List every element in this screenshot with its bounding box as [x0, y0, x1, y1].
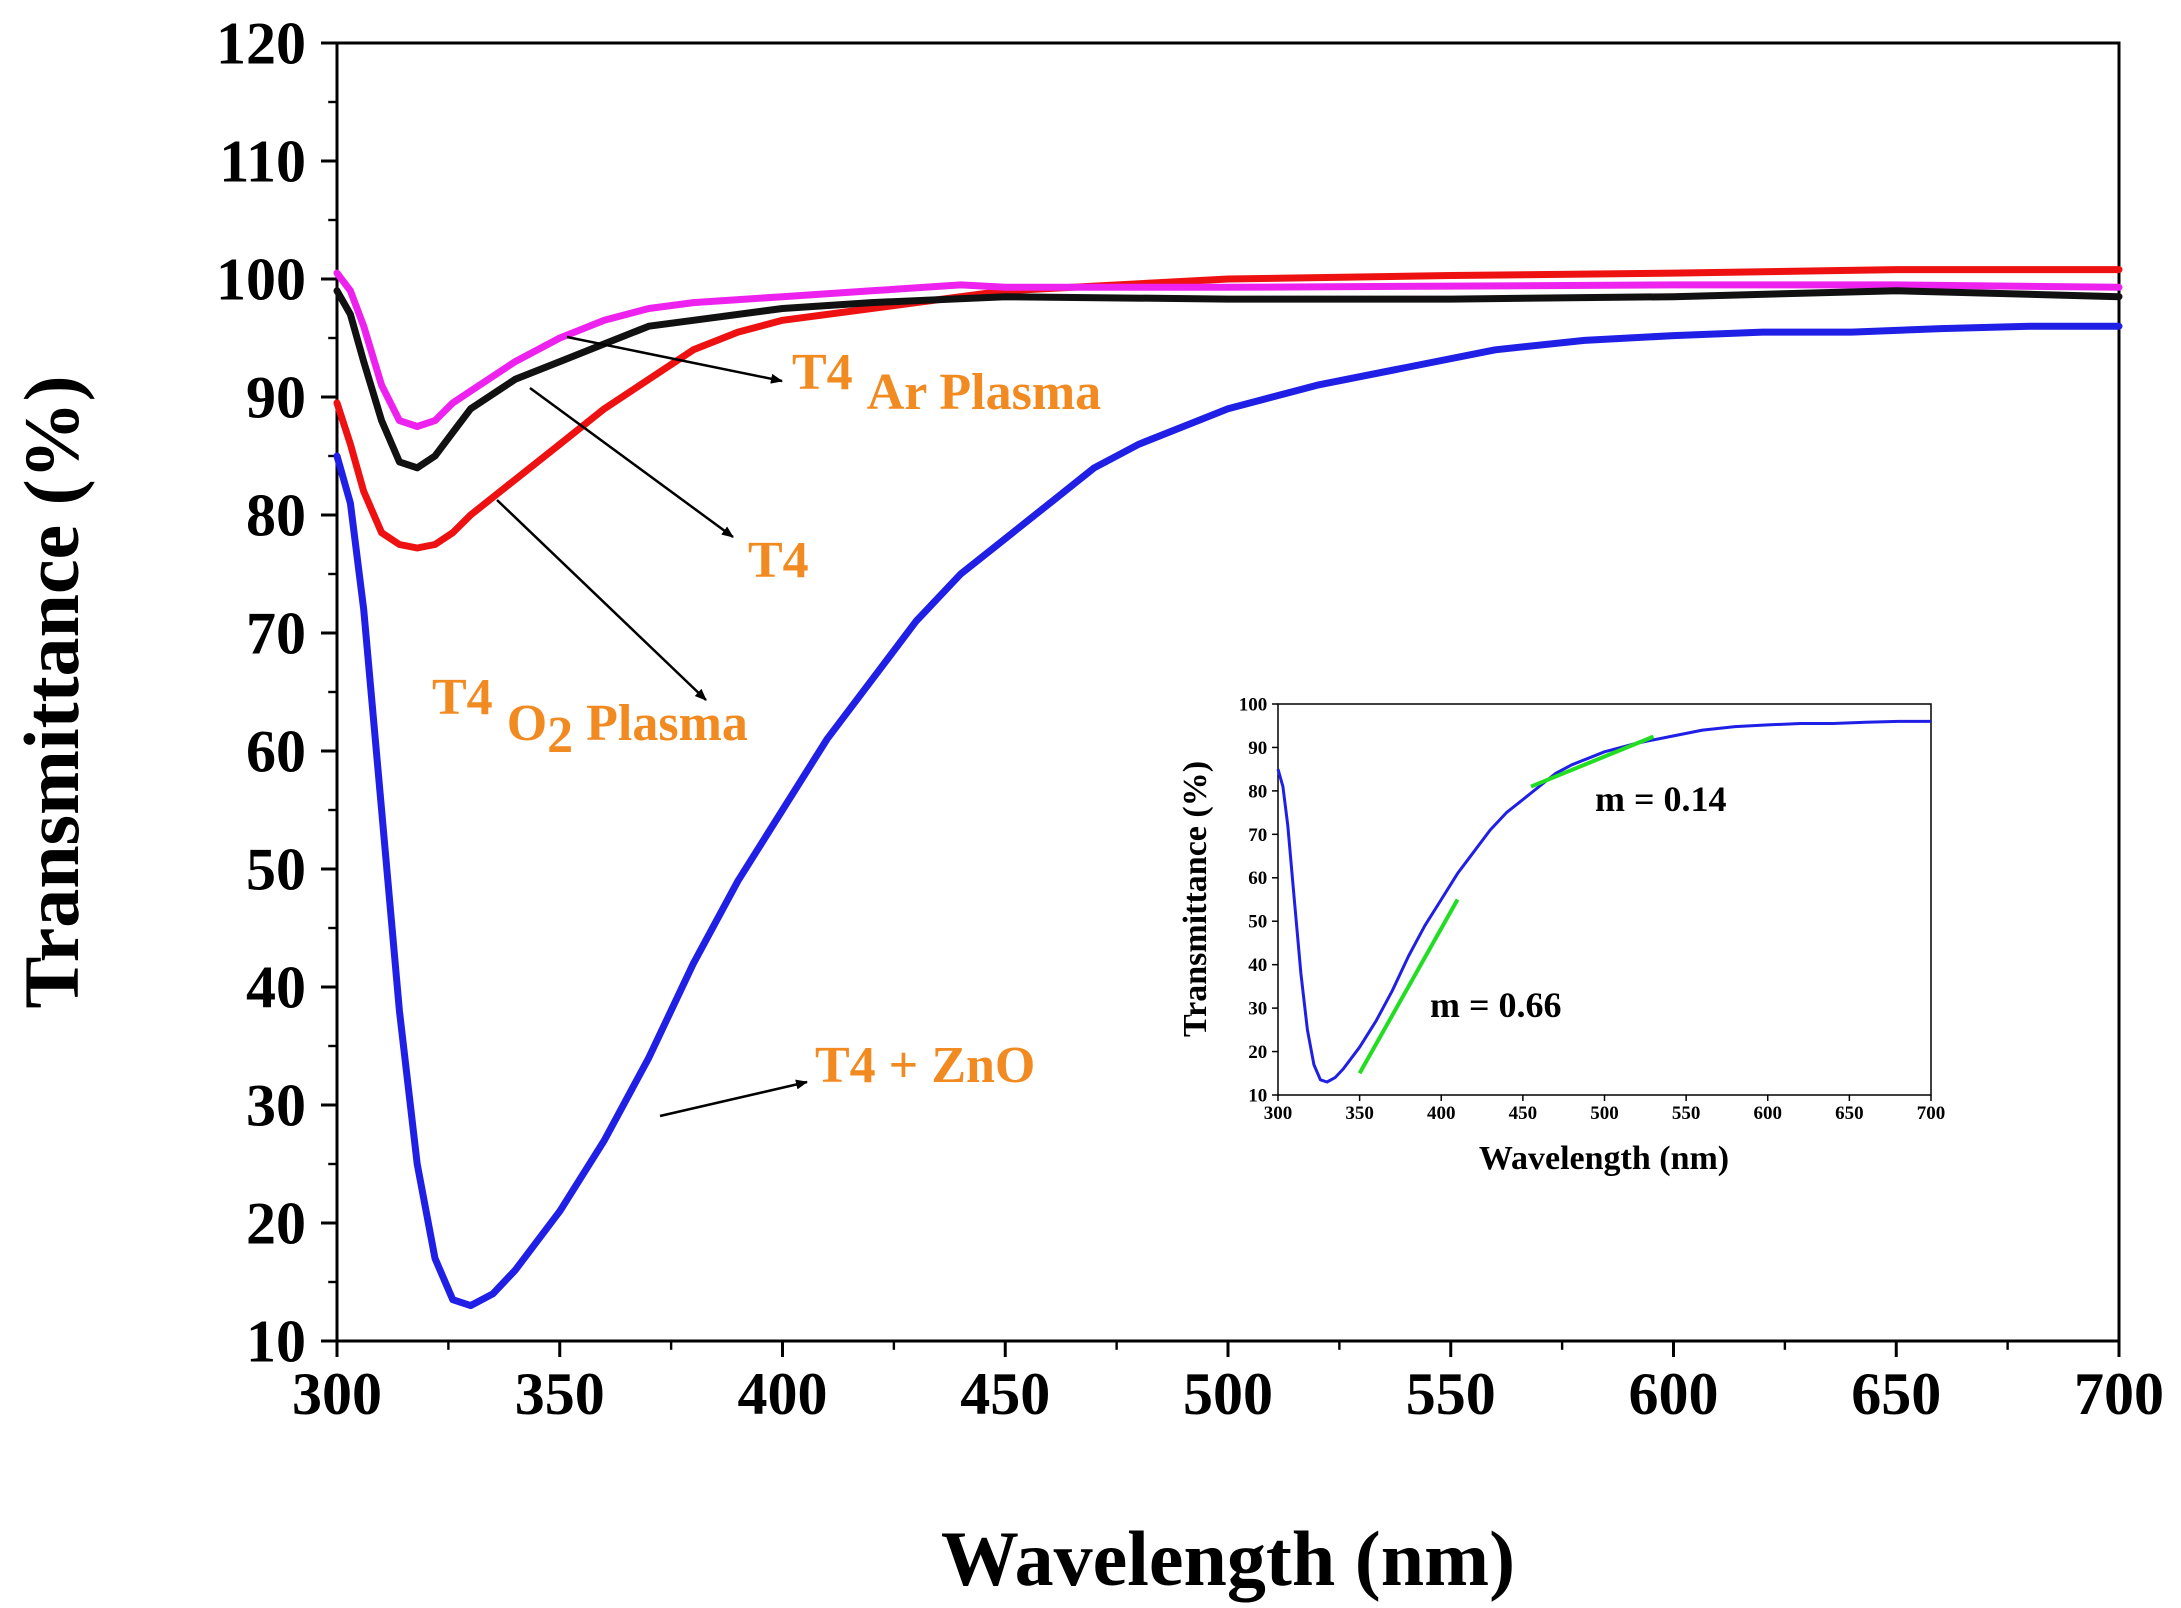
inset-y-tick-label: 60 [1248, 868, 1267, 889]
label-t4-o2-sub-o: O [507, 695, 547, 752]
arrow-t4 [529, 386, 734, 539]
inset-y-tick-label: 50 [1248, 912, 1267, 933]
inset-y-tick-label: 40 [1248, 955, 1267, 976]
inset-y-tick-label: 90 [1248, 738, 1267, 759]
label-t4-o2-plasma: T4 O2 Plasma [432, 669, 748, 764]
inset-axes: 300 350 400 450 500 550 600 650 700 10 20 30 40 50 60 7… [1239, 694, 1946, 1124]
main-y-tick-label: 10 [246, 1308, 306, 1374]
main-x-tick-label: 700 [2074, 1361, 2164, 1427]
main-y-tick-label: 50 [246, 836, 306, 902]
inset-series-group [1276, 719, 1931, 1084]
arrow-ar-plasma [566, 335, 783, 384]
series-line-t4 [333, 287, 2123, 472]
main-x-tick-label: 450 [960, 1361, 1050, 1427]
main-axes: 300 350 400 450 500 550 600 650 700 10 20 30 40 50 60 7… [216, 10, 2164, 1427]
inset-x-tick-label: 700 [1917, 1103, 1946, 1124]
inset-y-tick-label: 30 [1248, 999, 1267, 1020]
inset-x-tick-label: 300 [1264, 1103, 1293, 1124]
label-t4: T4 [748, 532, 809, 589]
arrow-zno [659, 1079, 808, 1118]
main-x-tick-label: 550 [1406, 1361, 1496, 1427]
inset-slope-label-2: m = 0.14 [1595, 779, 1727, 819]
main-y-tick-label: 100 [216, 246, 306, 312]
label-t4-ar-main: T4 [792, 344, 853, 401]
inset-y-axis-title: Transmittance (%) [1177, 761, 1214, 1037]
main-series-group [333, 266, 2123, 1310]
arrow-o2-plasma [496, 499, 707, 701]
label-t4-o2-sub-rest: Plasma [573, 695, 748, 752]
main-y-tick-label: 30 [246, 1072, 306, 1138]
main-y-tick-label: 70 [246, 600, 306, 666]
annotation-arrows [496, 335, 808, 1118]
label-t4-ar-plasma: T4 Ar Plasma [792, 344, 1101, 421]
label-t4-o2-main: T4 [432, 669, 493, 726]
main-x-tick-label: 500 [1183, 1361, 1273, 1427]
inset-y-tick-label: 10 [1248, 1085, 1267, 1106]
y-axis-title: Transmittance (%) [8, 375, 95, 1008]
main-y-tick-label: 80 [246, 482, 306, 548]
label-t4-ar-sub: Ar Plasma [867, 364, 1101, 421]
inset-y-tick-label: 20 [1248, 1042, 1267, 1063]
inset-x-tick-label: 500 [1590, 1103, 1619, 1124]
label-t4-o2-sub-2: 2 [547, 707, 573, 764]
main-y-tick-label: 40 [246, 954, 306, 1020]
inset-chart: 300 350 400 450 500 550 600 650 700 10 20 30 40 50 60 7… [1177, 694, 1945, 1177]
main-x-tick-label: 350 [515, 1361, 605, 1427]
series-line-t4-ar-plasma [333, 269, 2123, 430]
inset-x-tick-label: 350 [1345, 1103, 1374, 1124]
main-x-tick-label: 300 [292, 1361, 382, 1427]
inset-fit-line-2 [1530, 734, 1655, 789]
inset-y-tick-label: 70 [1248, 825, 1267, 846]
main-y-tick-label: 120 [216, 10, 306, 76]
main-x-tick-label: 600 [1629, 1361, 1719, 1427]
inset-x-tick-label: 450 [1509, 1103, 1538, 1124]
inset-y-tick-label: 100 [1239, 694, 1268, 715]
inset-x-tick-label: 550 [1672, 1103, 1701, 1124]
inset-x-axis-title: Wavelength (nm) [1479, 1140, 1729, 1177]
inset-frame [1277, 703, 1932, 1096]
main-y-tick-label: 90 [246, 364, 306, 430]
inset-x-tick-label: 600 [1754, 1103, 1783, 1124]
main-y-tick-label: 60 [246, 718, 306, 784]
inset-x-tick-label: 400 [1427, 1103, 1456, 1124]
series-line-t4-o2-plasma [333, 266, 2123, 552]
x-axis-title: Wavelength (nm) [941, 1515, 1515, 1602]
series-line-t4-zno [333, 322, 2123, 1310]
inset-slope-label-1: m = 0.66 [1430, 985, 1562, 1025]
main-x-tick-label: 650 [1851, 1361, 1941, 1427]
label-t4-zno: T4 + ZnO [815, 1037, 1035, 1094]
main-y-tick-label: 20 [246, 1190, 306, 1256]
inset-y-tick-label: 80 [1248, 781, 1267, 802]
inset-x-tick-label: 650 [1835, 1103, 1864, 1124]
main-y-tick-label: 110 [219, 128, 306, 194]
inset-fit-line-1 [1357, 898, 1460, 1075]
main-x-tick-label: 400 [738, 1361, 828, 1427]
inset-series-line [1276, 719, 1931, 1084]
